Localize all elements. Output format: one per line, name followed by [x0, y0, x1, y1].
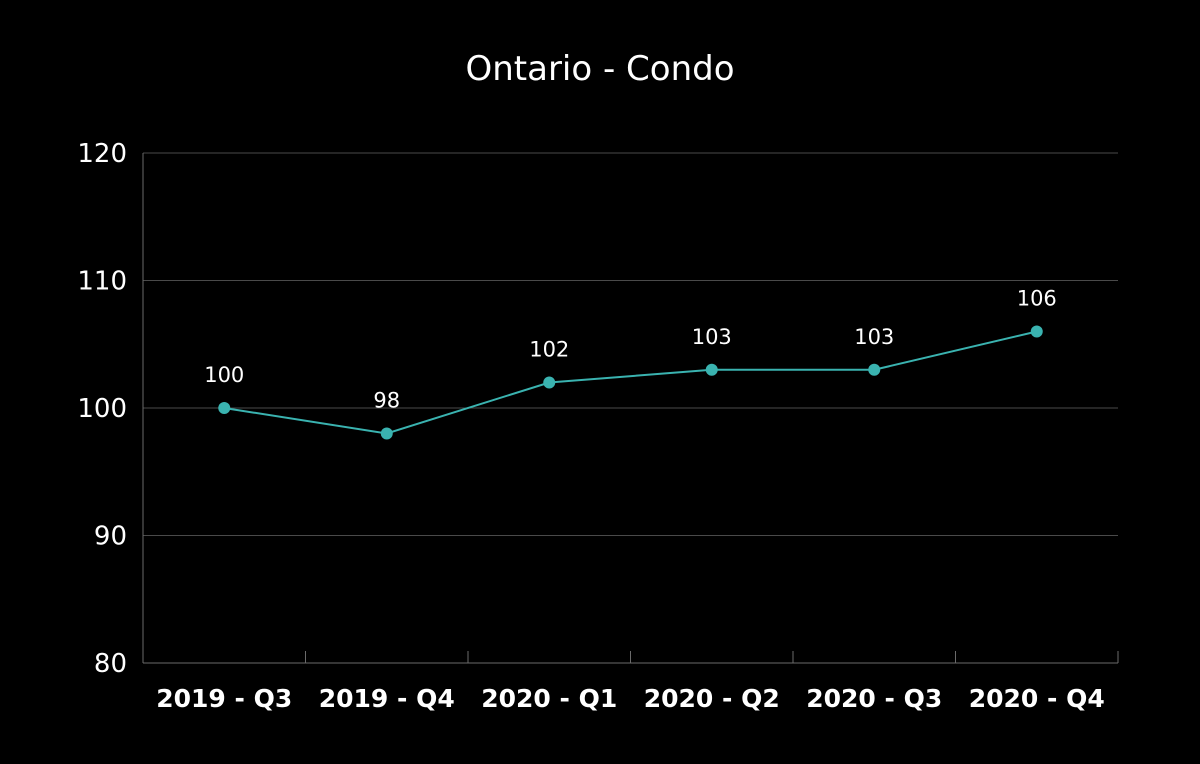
data-series — [218, 325, 1043, 440]
chart-title: Ontario - Condo — [465, 49, 734, 89]
gridlines — [143, 152, 1118, 536]
data-point — [1030, 325, 1043, 338]
x-tick-label: 2020 - Q1 — [481, 684, 617, 713]
data-label: 103 — [854, 325, 894, 349]
x-tick-label: 2020 - Q3 — [806, 684, 942, 713]
data-label: 106 — [1017, 287, 1057, 311]
y-tick-label: 110 — [77, 267, 127, 297]
y-tick-label: 100 — [77, 394, 127, 424]
data-label: 103 — [692, 325, 732, 349]
x-tick-label: 2020 - Q2 — [644, 684, 780, 713]
x-tick-label: 2020 - Q4 — [969, 684, 1105, 713]
data-point — [705, 363, 718, 376]
data-label: 98 — [373, 389, 400, 413]
x-tick-label: 2019 - Q4 — [319, 684, 455, 713]
data-point — [218, 402, 231, 414]
y-tick-label: 120 — [77, 139, 127, 169]
data-point — [543, 376, 556, 389]
x-tick-label: 2019 - Q3 — [156, 684, 292, 713]
data-label: 102 — [529, 338, 569, 362]
labels: 80 90 100 110 120 2019 - Q3 2019 - Q4 2020 - Q1… — [77, 139, 1104, 713]
y-tick-label: 90 — [94, 522, 127, 552]
data-point — [868, 363, 881, 376]
data-label: 100 — [204, 363, 244, 387]
axes — [142, 153, 1119, 664]
data-point — [380, 427, 393, 440]
y-tick-label: 80 — [94, 649, 127, 679]
series-line — [224, 330, 1037, 435]
